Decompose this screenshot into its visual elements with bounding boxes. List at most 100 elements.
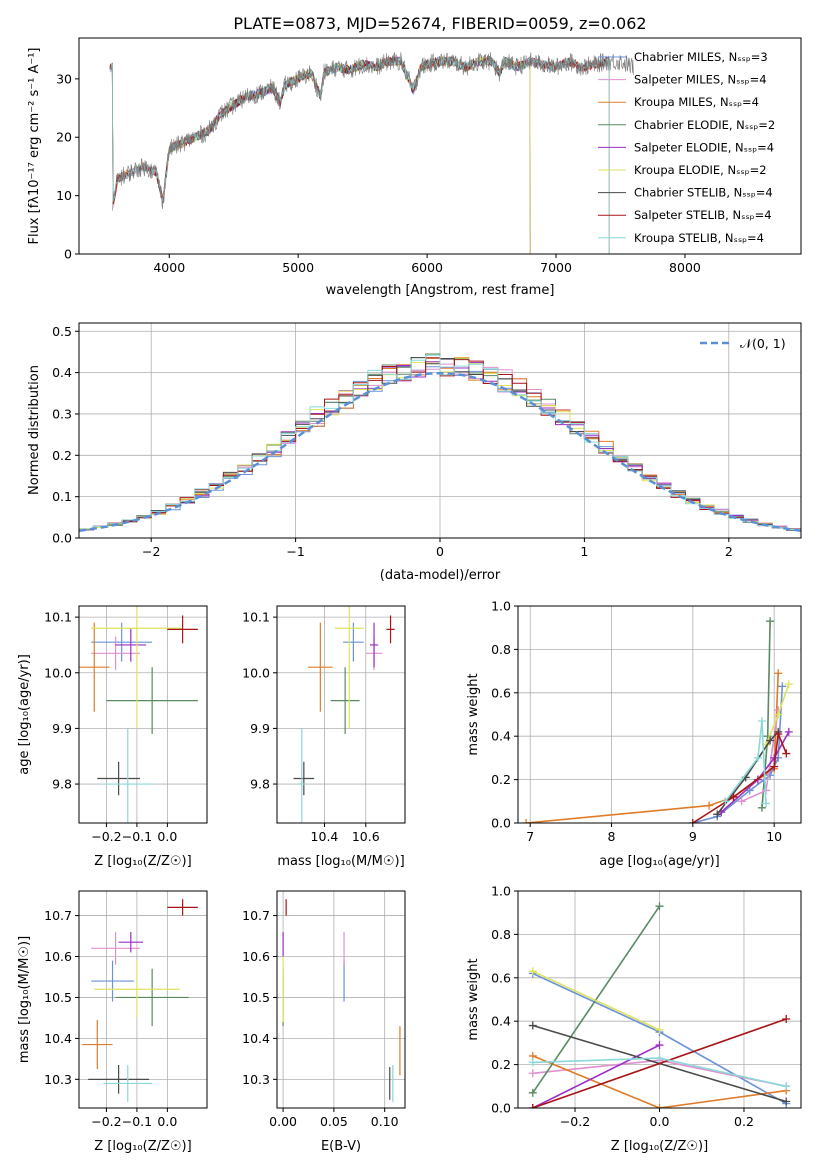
series-marker <box>688 819 697 823</box>
y-axis-label: Normed distribution <box>27 365 42 495</box>
point-salpeter-stelib <box>167 899 198 916</box>
x-tick-label: 7 <box>526 829 534 844</box>
x-tick-label: 10.6 <box>352 829 380 844</box>
y-tick-label: 0.2 <box>491 1057 511 1072</box>
x-axis-label: E(B-V) <box>321 1139 361 1154</box>
series-marker <box>528 967 537 976</box>
point-kroupa-stelib <box>103 1065 153 1102</box>
y-axis-label: mass weight <box>466 673 481 755</box>
y-axis-label: age [log₁₀(age/yr)] <box>17 654 32 775</box>
y-tick-label: 30 <box>56 71 72 86</box>
plot-area-weight_vs_age <box>522 617 793 823</box>
axes-age_vs_Z: −0.2 −0.1 0.0 9.8 9.9 10.0 10.1 Z [log₁₀(Z/Z☉)]… <box>17 605 208 869</box>
x-tick-label: 4000 <box>153 260 185 275</box>
plot-area-mass_vs_Z <box>82 899 198 1102</box>
axes-frame <box>78 322 802 539</box>
series-marker <box>655 1104 664 1108</box>
series-marker <box>766 736 775 745</box>
x-axis-label: (data-model)/error <box>380 568 501 583</box>
axes-mass_vs_Z: −0.2 −0.1 0.0 10.3 10.4 10.5 10.6 10.7 Z [log₁₀(… <box>17 890 208 1154</box>
y-tick-label: 0.1 <box>52 489 72 504</box>
plot-area-age_vs_Z <box>79 606 198 823</box>
y-axis-label: mass weight <box>466 958 481 1040</box>
point-chabrier-miles <box>91 960 134 1002</box>
series-marker <box>784 680 793 689</box>
point-kroupa-miles <box>307 622 333 712</box>
x-tick-label: 10.4 <box>311 829 339 844</box>
y-tick-label: 10.5 <box>242 990 270 1005</box>
x-tick-label: 0.10 <box>371 1114 399 1129</box>
point-kroupa-miles <box>82 1019 113 1070</box>
plot-area-age_vs_mass <box>293 606 395 823</box>
y-tick-label: 0.4 <box>491 729 511 744</box>
point-salpeter-elodie <box>115 628 147 662</box>
y-tick-label: 10.1 <box>242 610 270 625</box>
x-tick-label: 0.0 <box>157 1114 177 1129</box>
y-tick-label: 9.8 <box>52 777 72 792</box>
y-tick-label: 1.0 <box>491 599 511 614</box>
y-tick-label: 9.9 <box>52 721 72 736</box>
series-line <box>532 1044 660 1108</box>
y-axis-label: mass [log₁₀(M/M☉)] <box>17 936 32 1063</box>
series-marker <box>655 1054 664 1063</box>
point-salpeter-elodie <box>369 622 379 668</box>
series-salpeter-stelib <box>688 730 791 823</box>
series-marker <box>655 1041 664 1050</box>
series-salpeter-stelib <box>528 1015 791 1108</box>
series-marker <box>528 1104 537 1108</box>
point-chabrier-elodie <box>115 968 189 1027</box>
y-tick-label: 0.4 <box>52 365 72 380</box>
x-tick-label: 1 <box>580 544 588 559</box>
point-chabrier-stelib <box>97 761 140 796</box>
point-kroupa-miles <box>79 622 110 712</box>
figure-title: PLATE=0873, MJD=52674, FIBERID=0059, z=0… <box>233 14 646 33</box>
x-tick-label: 8 <box>608 829 616 844</box>
y-tick-label: 0.4 <box>491 1014 511 1029</box>
y-tick-label: 10.4 <box>44 1031 72 1046</box>
series-marker <box>766 617 775 626</box>
point-kroupa-stelib <box>103 728 153 823</box>
series-line <box>692 686 784 823</box>
y-axis-label: Flux [fλ10⁻¹⁷ erg cm⁻² s⁻¹ A⁻¹] <box>27 48 42 245</box>
series-marker <box>774 730 783 739</box>
axes-frame <box>276 890 406 1109</box>
point-chabrier-elodie <box>330 667 360 734</box>
point-chabrier-stelib <box>88 1065 150 1094</box>
y-tick-label: 0.8 <box>491 927 511 942</box>
series-marker <box>528 1088 537 1097</box>
y-tick-label: 10.6 <box>44 949 72 964</box>
y-tick-label: 1.0 <box>491 884 511 899</box>
plot-area-residual_hist <box>79 353 801 533</box>
legend-label-salpeter-miles: Salpeter MILES, Nₛₛₚ=4 <box>634 73 767 87</box>
plot-area-weight_vs_Z <box>528 902 791 1108</box>
series-marker <box>713 810 722 819</box>
series-marker <box>757 803 766 812</box>
series-marker <box>784 727 793 736</box>
y-tick-label: 0.0 <box>52 531 72 546</box>
axes-frame <box>78 890 208 1109</box>
x-tick-label: 8000 <box>669 260 701 275</box>
point-chabrier-stelib <box>293 761 315 796</box>
y-tick-label: 0 <box>64 247 72 262</box>
x-tick-label: 0.05 <box>320 1114 348 1129</box>
point-chabrier-elodie <box>106 667 198 734</box>
x-tick-label: 0.0 <box>650 1114 670 1129</box>
y-tick-label: 20 <box>56 130 72 145</box>
x-tick-label: 0 <box>436 544 444 559</box>
series-marker <box>757 717 766 726</box>
point-kroupa-elodie <box>334 606 364 729</box>
legend-label-kroupa-miles: Kroupa MILES, Nₛₛₚ=4 <box>634 95 759 109</box>
gaussian-curve <box>79 371 801 533</box>
series-marker <box>782 1082 791 1091</box>
x-tick-label: −0.2 <box>560 1114 590 1129</box>
point-kroupa-stelib <box>297 728 306 823</box>
x-tick-label: 0.00 <box>269 1114 297 1129</box>
series-line <box>532 1055 787 1108</box>
legend-label-salpeter-stelib: Salpeter STELIB, Nₛₛₚ=4 <box>634 208 772 222</box>
y-tick-label: 0.0 <box>491 816 511 831</box>
x-axis-label: mass [log₁₀(M/M☉)] <box>277 854 404 869</box>
legend-spectrum: Chabrier MILES, Nₛₛₚ=3 Salpeter MILES, Nₛ… <box>598 50 775 245</box>
y-tick-label: 9.9 <box>250 721 270 736</box>
series-marker <box>528 1021 537 1030</box>
